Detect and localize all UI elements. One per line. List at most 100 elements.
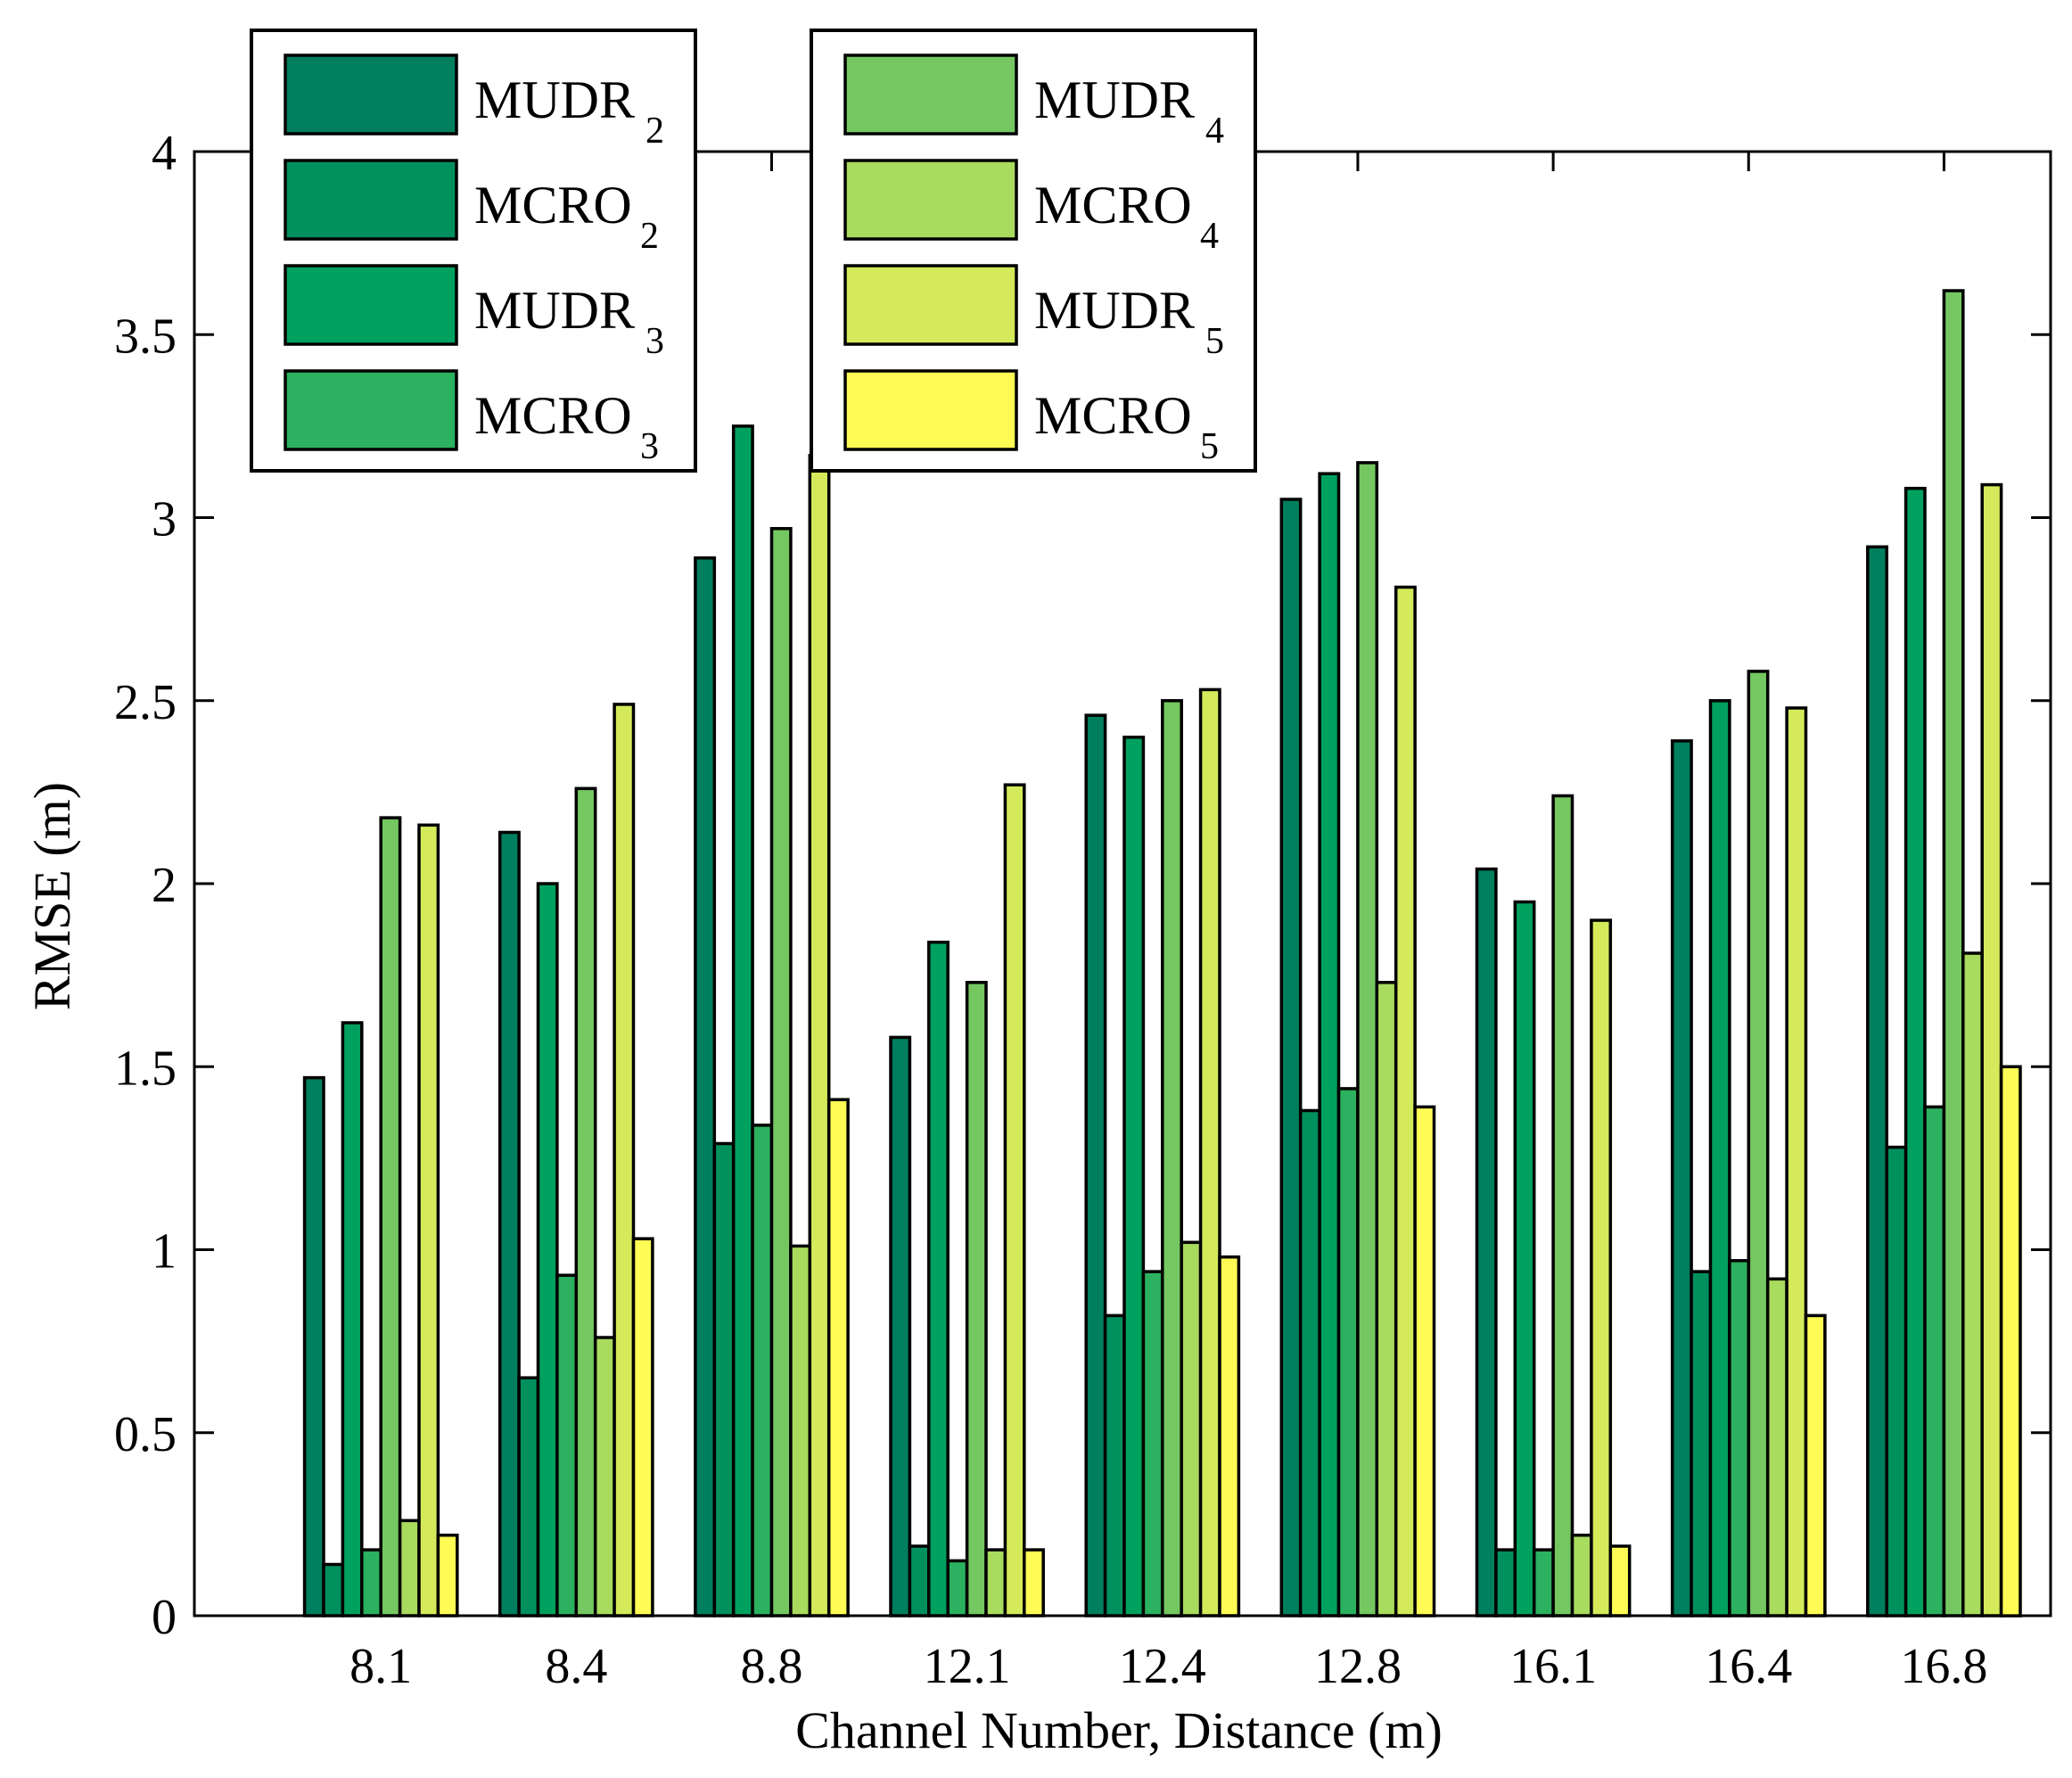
bar-mcro3-12-8	[1336, 1087, 1360, 1617]
bar-mcro5-16-8	[1999, 1065, 2022, 1617]
bar-mudr2-16-1	[1475, 867, 1498, 1617]
legend-subscript-mcro3: 3	[640, 426, 659, 467]
bar-mcro4-12-8	[1375, 981, 1398, 1617]
bar-group-8-1	[302, 816, 459, 1617]
bar-mudr5-16-4	[1785, 706, 1808, 1617]
y-tick-label: 2.5	[114, 675, 177, 730]
bar-mcro3-8-1	[360, 1548, 382, 1617]
bar-group-8-8	[694, 424, 850, 1617]
bar-mcro4-16-1	[1570, 1533, 1593, 1617]
bar-mudr4-16-4	[1747, 670, 1770, 1617]
x-axis-title: Channel Number, Distance (m)	[795, 1701, 1443, 1759]
bar-mcro3-16-8	[1923, 1105, 1946, 1617]
bar-mudr2-8-8	[694, 556, 717, 1617]
bar-mudr3-12-1	[927, 940, 950, 1617]
y-tick-label: 2	[152, 858, 177, 913]
bar-mudr5-12-4	[1198, 687, 1221, 1617]
y-tick-label: 1.5	[114, 1041, 177, 1096]
bar-mudr3-16-8	[1903, 486, 1927, 1617]
x-tick-label: 8.1	[349, 1639, 412, 1694]
bar-mudr3-12-4	[1122, 736, 1146, 1617]
bar-mcro4-16-4	[1765, 1277, 1788, 1617]
y-tick-label: 0	[152, 1590, 177, 1645]
bar-mcro2-12-1	[908, 1544, 931, 1617]
bar-group-12-1	[889, 783, 1045, 1617]
x-tick-label: 12.1	[924, 1639, 1011, 1694]
bar-mudr5-8-1	[417, 823, 440, 1617]
bar-mcro2-12-4	[1103, 1313, 1126, 1617]
axes: 0 0.5 1 1.5 2 2.5 3 3.5 4 8.1 8.4 8.8 12.1 12.4 12.8 16…	[114, 126, 2052, 1694]
bar-mcro5-8-1	[436, 1533, 459, 1617]
bar-mudr5-8-4	[613, 703, 636, 1617]
bar-mcro3-16-4	[1728, 1259, 1751, 1617]
bar-mcro2-8-1	[322, 1562, 345, 1617]
legend-swatch-mcro3	[284, 369, 458, 451]
bar-group-12-4	[1084, 687, 1241, 1617]
y-tick-label: 1	[152, 1224, 177, 1280]
bar-mcro2-16-4	[1690, 1270, 1713, 1617]
legend-subscript-mudr5: 5	[1205, 321, 1224, 362]
y-tick-label: 4	[152, 126, 177, 181]
bar-mcro4-8-8	[789, 1244, 812, 1617]
bar-mudr2-16-8	[1866, 545, 1888, 1617]
bar-mcro5-16-4	[1804, 1313, 1827, 1617]
x-tick-label: 16.8	[1900, 1639, 1987, 1694]
legend-swatch-mcro5	[843, 369, 1018, 451]
bar-mudr2-12-4	[1084, 713, 1107, 1617]
bar-mudr2-12-8	[1279, 498, 1303, 1617]
legend-swatch-mudr5	[843, 264, 1018, 346]
bar-mcro3-16-1	[1532, 1548, 1555, 1617]
bar-mcro5-12-1	[1023, 1548, 1045, 1617]
bar-mudr3-8-4	[536, 882, 559, 1617]
bar-mcro4-12-1	[984, 1548, 1007, 1617]
bar-mudr5-16-1	[1590, 918, 1613, 1617]
bar-mudr5-8-8	[808, 453, 831, 1617]
bar-mcro3-12-1	[946, 1559, 969, 1617]
bar-mudr4-8-4	[574, 786, 597, 1617]
bar-mcro4-16-8	[1961, 951, 1984, 1617]
legend-subscript-mcro4: 4	[1200, 216, 1219, 257]
bar-group-16-4	[1670, 670, 1827, 1617]
bar-mudr2-16-4	[1670, 739, 1693, 1617]
bar-mcro5-12-4	[1218, 1255, 1241, 1617]
bar-mcro5-8-4	[631, 1237, 654, 1617]
legend-label-mcro4: MCRO	[1034, 176, 1192, 235]
legend-label-mudr3: MUDR	[474, 281, 635, 340]
x-tick-label: 12.8	[1314, 1639, 1402, 1694]
bar-group-16-8	[1866, 289, 2022, 1617]
legend-label-mcro2: MCRO	[474, 176, 632, 235]
legend-subscript-mudr3: 3	[645, 321, 664, 362]
bar-mudr5-12-1	[1003, 783, 1026, 1617]
bar-mudr4-12-1	[965, 981, 988, 1617]
bar-mcro2-16-8	[1885, 1145, 1908, 1617]
legend-label-mudr5: MUDR	[1034, 281, 1195, 340]
legend-subscript-mudr4: 4	[1205, 111, 1224, 152]
bar-mudr2-12-1	[889, 1035, 912, 1617]
bar-mudr5-12-8	[1394, 585, 1417, 1617]
y-axis-title: RMSE (m)	[23, 782, 81, 1010]
bar-mcro5-16-1	[1608, 1544, 1632, 1617]
bar-mudr2-8-1	[302, 1075, 325, 1617]
bar-mudr3-16-1	[1513, 900, 1536, 1617]
y-tick-label: 0.5	[114, 1407, 177, 1462]
bar-mcro2-12-8	[1298, 1108, 1321, 1617]
legend-swatch-mudr2	[284, 54, 458, 136]
bar-mcro2-8-8	[712, 1141, 736, 1617]
x-tick-label: 16.4	[1705, 1639, 1792, 1694]
bar-mudr3-12-8	[1318, 472, 1341, 1617]
bar-mcro4-12-4	[1180, 1240, 1203, 1617]
legend-label-mudr4: MUDR	[1034, 70, 1195, 129]
bar-mudr3-16-4	[1708, 699, 1731, 1617]
bar-mudr4-12-8	[1356, 461, 1379, 1617]
bar-mcro4-8-1	[398, 1519, 421, 1617]
bar-mcro2-16-1	[1494, 1548, 1517, 1617]
legend-subscript-mcro2: 2	[640, 216, 659, 257]
